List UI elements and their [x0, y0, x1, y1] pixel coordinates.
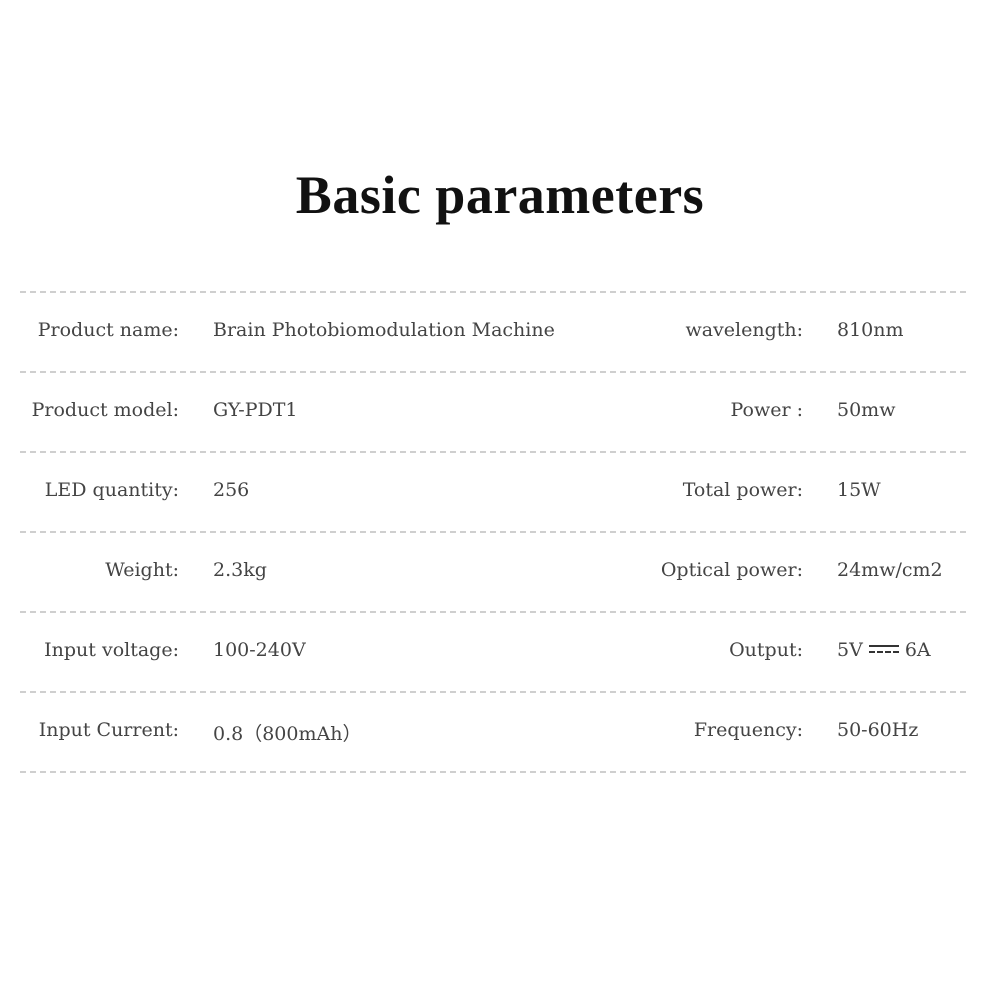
output-voltage: 5V: [837, 639, 863, 661]
param-label: LED quantity:: [44, 479, 179, 501]
param-label: Input voltage:: [44, 639, 179, 661]
param-row: Weight: 2.3kg Optical power: 24mw/cm2: [0, 532, 1000, 612]
param-row: Product name: Brain Photobiomodulation M…: [0, 292, 1000, 372]
param-label: Input Current:: [38, 719, 179, 741]
page-title: Basic parameters: [295, 165, 705, 225]
divider: [20, 291, 966, 293]
param-value: 810nm: [837, 319, 904, 341]
param-value: Brain Photobiomodulation Machine: [213, 319, 555, 341]
divider: [20, 531, 966, 533]
param-value: 256: [213, 479, 250, 501]
output-current: 6A: [904, 639, 931, 661]
param-value: 50mw: [837, 399, 896, 421]
dc-current-icon: [868, 645, 899, 653]
param-value: 100-240V: [213, 639, 306, 661]
param-value: 15W: [837, 479, 881, 501]
param-label: Total power:: [682, 479, 803, 501]
param-value: 0.8（800mAh）: [213, 723, 362, 745]
param-value: 50-60Hz: [837, 719, 919, 741]
param-label: Weight:: [105, 559, 179, 581]
param-row: Product model: GY-PDT1 Power : 50mw: [0, 372, 1000, 452]
divider: [20, 451, 966, 453]
divider: [20, 771, 966, 773]
param-row: LED quantity: 256 Total power: 15W: [0, 452, 1000, 532]
param-value: GY-PDT1: [213, 399, 298, 421]
divider: [20, 371, 966, 373]
param-row: Input Current: 0.8（800mAh） Frequency: 50…: [0, 692, 1000, 772]
divider: [20, 611, 966, 613]
param-value: 24mw/cm2: [837, 559, 943, 581]
param-label: Output:: [729, 639, 803, 661]
param-value: 5V 6A: [837, 639, 931, 661]
param-label: Product name:: [37, 319, 179, 341]
param-label: Product model:: [31, 399, 179, 421]
param-label: Power :: [730, 399, 803, 421]
param-row: Input voltage: 100-240V Output: 5V 6A: [0, 612, 1000, 692]
param-value: 2.3kg: [213, 559, 267, 581]
divider: [20, 691, 966, 693]
param-label: wavelength:: [685, 319, 803, 341]
param-label: Optical power:: [660, 559, 803, 581]
param-label: Frequency:: [693, 719, 803, 741]
